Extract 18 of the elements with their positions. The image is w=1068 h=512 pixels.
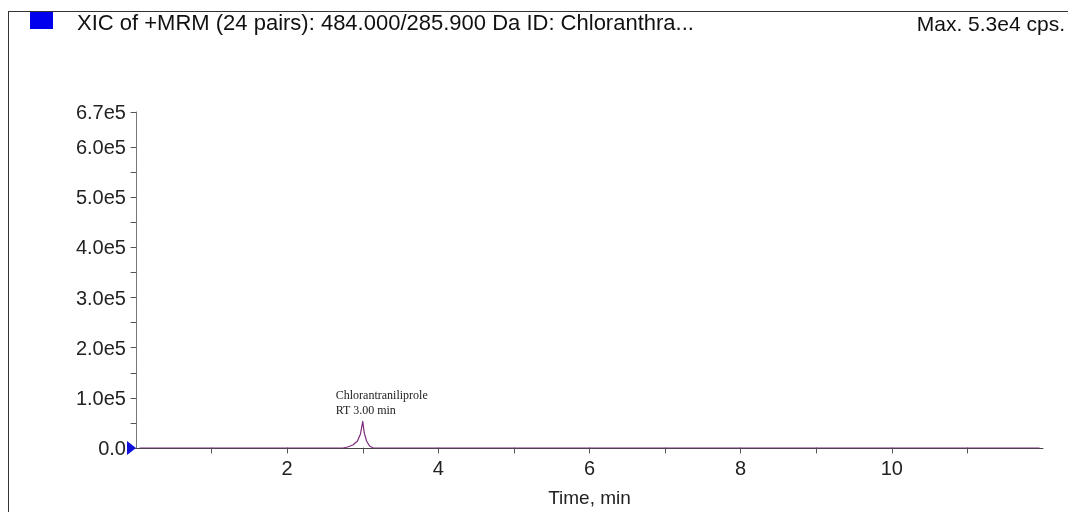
y-tick-label: 0.0 — [98, 437, 126, 459]
x-axis-title: Time, min — [548, 487, 631, 508]
x-tick-label: 6 — [583, 457, 596, 479]
y-tick-label: 1.0e5 — [75, 386, 126, 409]
y-tick-label: 4.0e5 — [75, 236, 126, 259]
y-tick-label: 5.0e5 — [75, 186, 126, 209]
x-tick-label: 4 — [432, 457, 444, 479]
x-tick-label: 10 — [880, 457, 903, 479]
y-tick-label: 3.0e5 — [75, 286, 126, 309]
text: Max. 5.3e4 cps. — [916, 12, 1065, 35]
y-tick-label: 6.0e5 — [75, 136, 126, 159]
x-tick-label: 8 — [735, 457, 747, 479]
x-tick-label: 2 — [281, 457, 293, 479]
chart-title: XIC of +MRM (24 pairs): 484.000/285.900 Da ID: Chloranthra... — [77, 9, 694, 35]
line-series — [139, 420, 1040, 449]
y-tick-label: 2.0e5 — [75, 336, 126, 359]
y-tick-label: 6.7e5 — [75, 101, 126, 123]
annotation: Chlorantraniliprole RT 3.00 min — [335, 387, 428, 417]
